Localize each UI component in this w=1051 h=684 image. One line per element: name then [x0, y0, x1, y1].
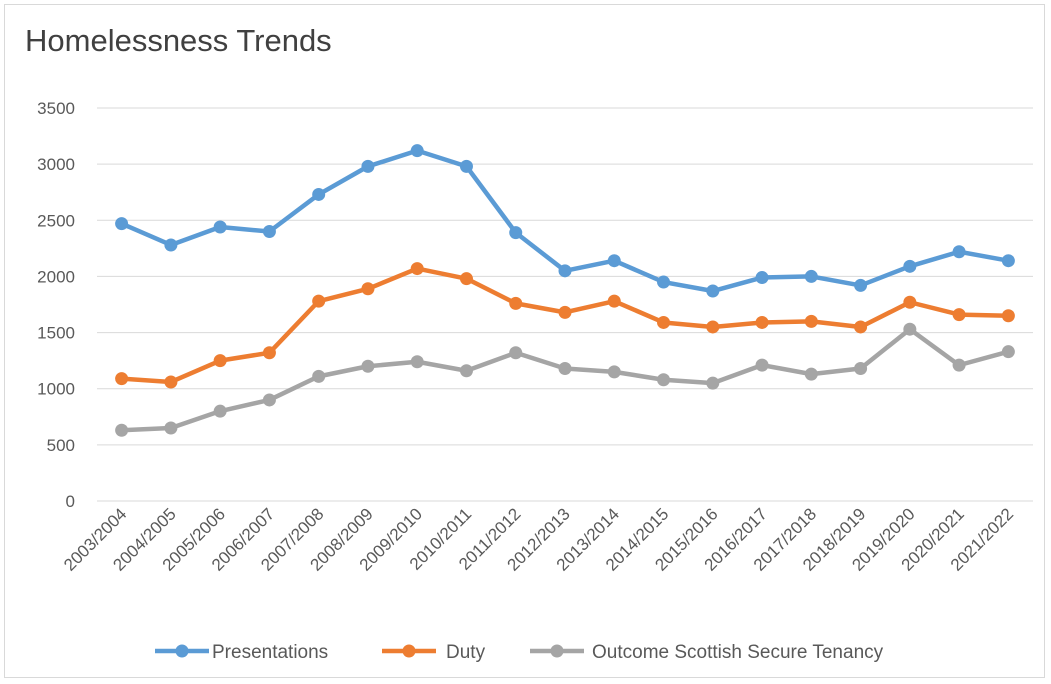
series-lines [115, 144, 1015, 437]
data-point [755, 271, 769, 285]
data-point [262, 225, 276, 239]
data-point [607, 254, 621, 268]
data-point [312, 369, 326, 383]
legend-item: Presentations [155, 642, 328, 663]
legend: Presentations Duty Outcome Scottish Secure… [155, 642, 884, 663]
y-axis-ticks: 0 500 1000 1500 2000 2500 3000 3500 [37, 99, 75, 511]
series-1 [115, 262, 1015, 389]
legend-item: Duty [382, 642, 486, 663]
y-tick-label: 2000 [37, 267, 75, 286]
data-point [657, 275, 671, 289]
data-point [558, 305, 572, 319]
chart-title: Homelessness Trends [25, 23, 332, 58]
legend-label: Duty [446, 642, 486, 663]
data-point [804, 269, 818, 283]
series-line [119, 326, 1011, 433]
data-point [1001, 309, 1015, 323]
y-tick-label: 1500 [37, 324, 75, 343]
data-point [262, 393, 276, 407]
data-point [509, 226, 523, 240]
data-point [755, 358, 769, 372]
data-point [657, 315, 671, 329]
data-point [262, 346, 276, 360]
data-point [459, 272, 473, 286]
data-point [1001, 345, 1015, 359]
data-point [854, 278, 868, 292]
legend-swatch-marker [175, 644, 189, 658]
chart-frame: Homelessness Trends [4, 4, 1045, 678]
data-point [607, 365, 621, 379]
data-point [410, 355, 424, 369]
data-point [361, 159, 375, 173]
data-point [903, 259, 917, 273]
legend-label: Presentations [212, 642, 328, 663]
x-axis-ticks: 2003/20042004/20052005/20062006/20072007… [60, 504, 1017, 574]
series-0 [115, 144, 1015, 298]
data-point [509, 296, 523, 310]
gridlines [97, 107, 1033, 502]
data-point [410, 262, 424, 276]
y-tick-label: 3000 [37, 155, 75, 174]
data-point [459, 159, 473, 173]
data-point [1001, 254, 1015, 268]
data-point [854, 362, 868, 376]
data-point [903, 322, 917, 336]
legend-swatch-marker [550, 644, 564, 658]
data-point [952, 245, 966, 259]
data-point [213, 354, 227, 368]
data-point [804, 314, 818, 328]
data-point [706, 284, 720, 298]
y-tick-label: 1000 [37, 380, 75, 399]
data-point [312, 187, 326, 201]
legend-swatch-marker [402, 644, 416, 658]
y-tick-label: 500 [47, 436, 75, 455]
data-point [213, 220, 227, 234]
data-point [755, 315, 769, 329]
data-point [657, 373, 671, 387]
data-point [115, 217, 129, 231]
data-point [558, 362, 572, 376]
data-point [804, 367, 818, 381]
data-point [361, 359, 375, 373]
data-point [558, 264, 572, 278]
data-point [115, 423, 129, 437]
y-tick-label: 2500 [37, 211, 75, 230]
data-point [115, 372, 129, 386]
data-point [952, 308, 966, 322]
data-point [164, 421, 178, 435]
data-point [361, 282, 375, 296]
y-tick-label: 3500 [37, 99, 75, 118]
data-point [312, 294, 326, 308]
data-point [410, 144, 424, 158]
data-point [459, 364, 473, 378]
y-tick-label: 0 [66, 492, 75, 511]
data-point [952, 358, 966, 372]
data-point [903, 295, 917, 309]
data-point [706, 376, 720, 390]
legend-label: Outcome Scottish Secure Tenancy [592, 642, 884, 663]
data-point [164, 238, 178, 252]
data-point [213, 404, 227, 418]
data-point [706, 320, 720, 334]
data-point [164, 375, 178, 389]
data-point [854, 320, 868, 334]
data-point [607, 294, 621, 308]
data-point [509, 346, 523, 360]
series-2 [115, 322, 1015, 437]
legend-item: Outcome Scottish Secure Tenancy [530, 642, 884, 663]
